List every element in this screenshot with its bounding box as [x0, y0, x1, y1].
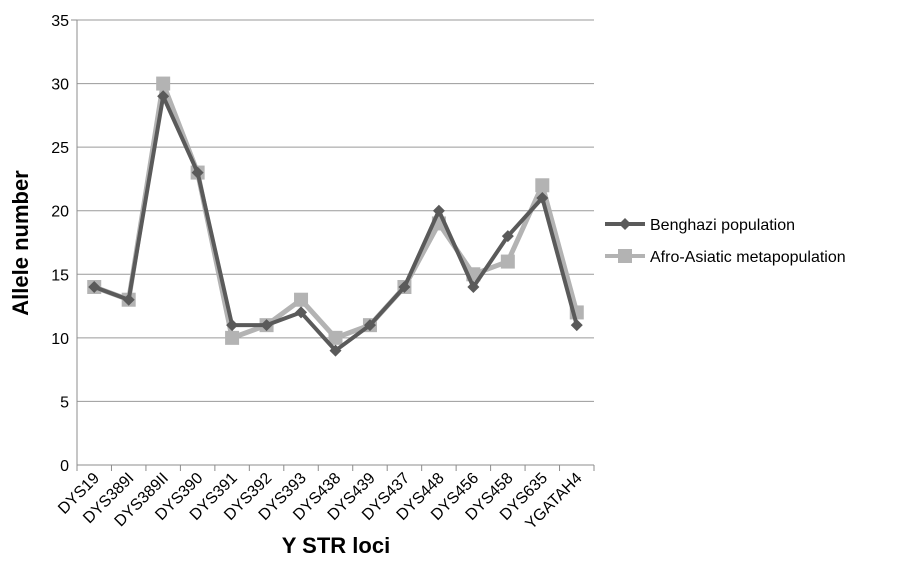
data-point-diamond	[501, 230, 514, 243]
y-tick-label: 35	[51, 13, 69, 30]
data-point-square	[156, 76, 171, 91]
y-tick-label: 15	[51, 267, 69, 284]
y-tick-label: 10	[51, 331, 69, 348]
data-point-diamond	[432, 204, 445, 217]
legend: Benghazi population Afro-Asiatic metapopu…	[605, 217, 846, 266]
data-point-square	[225, 330, 240, 345]
series	[87, 76, 584, 357]
data-point-square	[294, 292, 309, 307]
data-point-diamond	[363, 319, 376, 332]
legend-item: Benghazi population	[605, 217, 795, 234]
legend-label: Afro-Asiatic metapopulation	[650, 249, 846, 266]
data-point-diamond	[467, 281, 480, 293]
y-tick-label: 25	[51, 140, 69, 157]
data-point-square	[535, 178, 550, 193]
data-point-diamond	[226, 319, 239, 332]
data-point-diamond	[536, 192, 549, 204]
data-point-diamond	[619, 218, 631, 230]
series-benghazi	[88, 90, 583, 357]
y-tick-label: 20	[51, 204, 69, 221]
data-point-diamond	[157, 90, 170, 103]
data-point-square	[328, 330, 343, 345]
legend-item: Afro-Asiatic metapopulation	[605, 249, 846, 266]
x-tick-labels: DYS19DYS389IDYS389IIDYS390DYS391DYS392DY…	[55, 470, 585, 533]
y-tick-label: 5	[60, 394, 69, 411]
data-point-diamond	[88, 281, 101, 293]
series-line	[93, 94, 579, 353]
axes	[71, 19, 595, 471]
series-afro-asiatic	[87, 76, 584, 345]
data-point-diamond	[260, 319, 273, 332]
data-point-diamond	[398, 281, 411, 293]
data-point-square	[618, 249, 632, 263]
x-axis-title: Y STR loci	[282, 533, 390, 558]
data-point-diamond	[570, 319, 583, 332]
data-point-diamond	[122, 293, 135, 306]
y-axis-title: Allele number	[8, 170, 33, 316]
data-point-diamond	[295, 306, 308, 319]
data-point-square	[500, 254, 515, 269]
data-point-diamond	[191, 166, 204, 179]
y-tick-labels: 0 5 10 15 20 25 30 35	[51, 13, 69, 475]
legend-label: Benghazi population	[650, 217, 795, 234]
y-tick-label: 0	[60, 458, 69, 475]
y-tick-label: 30	[51, 77, 69, 94]
data-point-diamond	[329, 344, 342, 357]
